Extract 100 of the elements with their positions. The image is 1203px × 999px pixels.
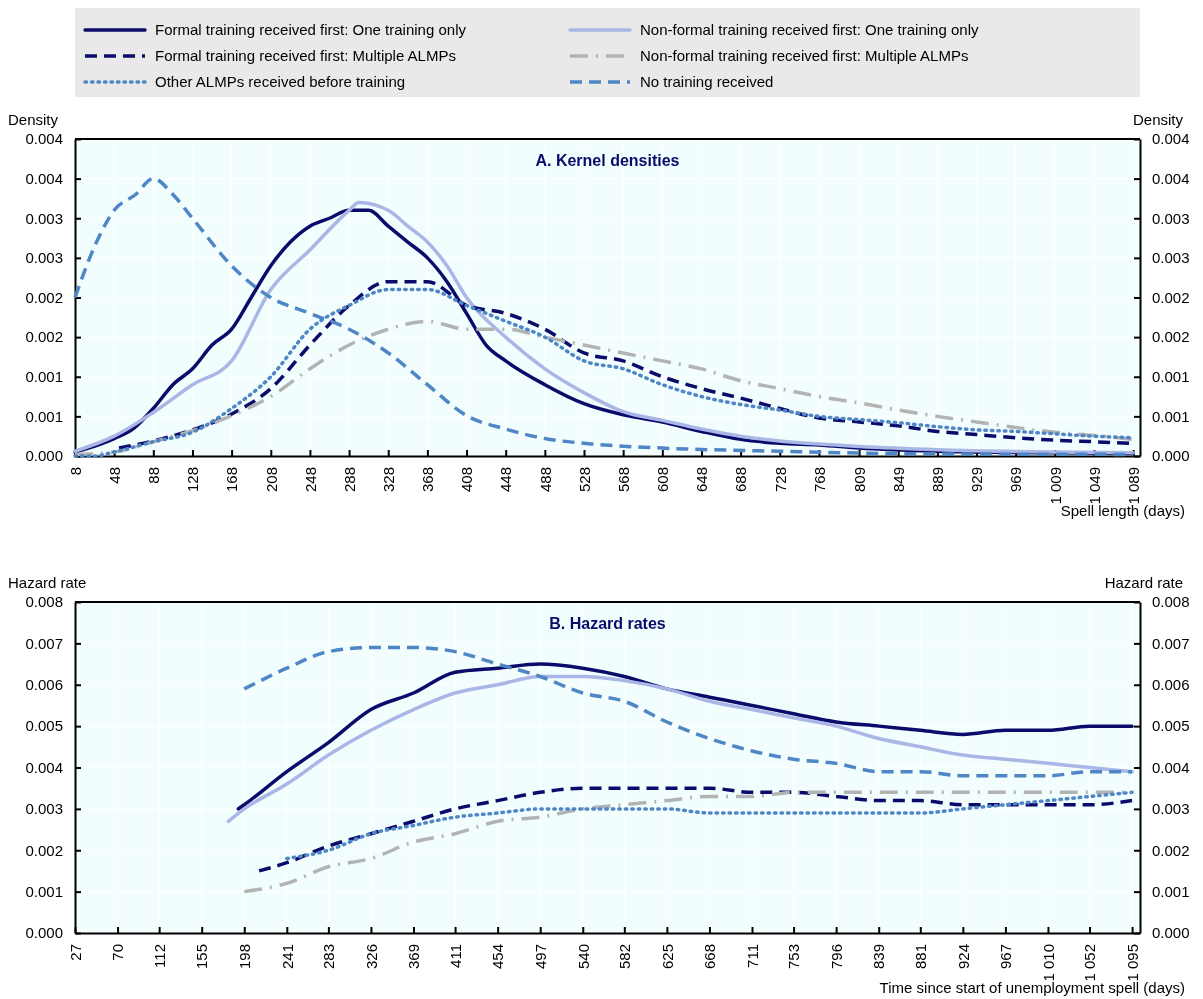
x-tick-label: 198 [236,944,253,970]
x-tick-label: 711 [743,944,761,968]
y-tick-label: 0.005 [25,717,63,735]
x-tick-label: 582 [616,944,634,970]
y-tick-label: 0.008 [25,593,63,611]
x-tick-label: 1 095 [1123,944,1141,982]
x-tick-label: 1 089 [1124,467,1142,505]
x-tick-label: 625 [658,944,676,970]
x-tick-label: 70 [109,944,127,961]
legend-label: Non-formal training received first: One training only [640,21,979,38]
x-tick-label: 112 [150,944,168,968]
y-tick-label: 0.002 [25,841,63,859]
y2-tick-label: 0.005 [1152,717,1190,735]
x-tick-label: 88 [145,467,163,484]
x-tick-label: 208 [262,467,280,493]
y-tick-label: 0.001 [25,882,63,900]
x-tick-label: 648 [693,467,711,493]
line-series [236,662,1134,811]
text: A. Kernel densities [535,152,680,169]
y2-tick-label: 0.001 [1152,368,1190,386]
y-tick-label: 0.006 [25,676,63,694]
legend-label: No training received [640,73,774,90]
line-series [226,674,1134,824]
x-tick-label: 168 [223,467,241,493]
x-tick-label: 1 049 [1085,467,1103,505]
line-series [257,786,1134,873]
x-tick-label: 849 [889,467,907,493]
y2-tick-label: 0.008 [1152,593,1190,611]
x-tick-label: 408 [458,467,476,493]
y2-axis-title: Density [1132,111,1184,128]
line-series [242,645,1134,778]
x-tick-label: 969 [1007,467,1025,493]
x-tick-label: 326 [362,944,380,970]
x-tick-label: 924 [954,944,972,970]
y-tick-label: 0.000 [25,447,63,465]
x-tick-label: 488 [536,467,554,493]
y2-tick-label: 0.006 [1152,676,1190,694]
x-tick-label: 411 [446,944,464,968]
y2-axis-title: Hazard rate [1104,574,1183,591]
x-tick-label: 328 [379,467,397,493]
y2-tick-label: 0.003 [1152,209,1190,227]
line-series [285,790,1134,861]
text: B. Hazard rates [549,615,666,632]
x-tick-label: 540 [574,944,592,970]
legend-label: Other ALMPs received before training [155,73,406,90]
y2-tick-label: 0.001 [1152,407,1190,425]
x-tick-label: 48 [105,467,123,484]
legend-label: Formal training received first: Multiple ALMPs [155,47,456,64]
y-tick-label: 0.003 [25,800,63,818]
y-tick-label: 0.002 [25,328,63,346]
x-tick-label: 728 [771,467,789,493]
x-tick-label: 1 052 [1081,944,1099,982]
y2-tick-label: 0.002 [1152,288,1190,306]
x-tick-label: 809 [850,467,868,493]
x-tick-label: 889 [929,467,947,493]
x-tick-label: 688 [732,467,750,493]
x-tick-label: 528 [575,467,593,493]
y-tick-label: 0.004 [25,758,63,776]
x-tick-label: 839 [870,944,888,970]
x-tick-label: 283 [320,944,338,970]
y-tick-label: 0.002 [25,288,63,306]
x-tick-label: 8 [66,467,84,476]
y2-tick-label: 0.000 [1152,924,1190,942]
x-tick-label: 967 [997,944,1015,970]
y-axis-title: Density [8,111,59,128]
y2-tick-label: 0.002 [1152,841,1190,859]
x-tick-label: 448 [497,467,515,493]
x-tick-label: 454 [489,944,507,970]
y2-tick-label: 0.001 [1152,882,1190,900]
legend-label: Non-formal training received first: Multiple ALMPs [640,47,969,64]
y-tick-label: 0.001 [25,407,63,425]
line-series [73,319,1135,457]
x-tick-label: 668 [701,944,719,970]
x-tick-label: 1 010 [1039,944,1057,982]
x-tick-label: 1 009 [1046,467,1064,505]
x-tick-label: 497 [531,944,549,970]
y-tick-label: 0.003 [25,209,63,227]
x-tick-label: 768 [810,467,828,493]
y2-tick-label: 0.004 [1152,169,1190,187]
y-tick-label: 0.007 [25,634,63,652]
y2-tick-label: 0.004 [1152,758,1190,776]
x-tick-label: 369 [405,944,423,970]
x-tick-label: 27 [66,944,84,961]
x-tick-label: 608 [654,467,672,493]
x-tick-label: 368 [419,467,437,493]
x-tick-label: 155 [193,944,211,970]
x-tick-label: 796 [827,944,845,970]
x-tick-label: 568 [614,467,632,493]
x-tick-label: 753 [785,944,803,970]
y-tick-label: 0.004 [25,169,63,187]
x-tick-label: 248 [301,467,319,493]
y2-tick-label: 0.002 [1152,328,1190,346]
legend-label: Formal training received first: One training only [155,21,467,38]
y2-tick-label: 0.000 [1152,447,1190,465]
x-tick-label: 128 [184,467,202,493]
y-tick-label: 0.003 [25,249,63,267]
y-tick-label: 0.004 [25,130,63,148]
y-axis-title: Hazard rate [8,574,87,591]
y-tick-label: 0.000 [25,924,63,942]
y2-tick-label: 0.003 [1152,800,1190,818]
